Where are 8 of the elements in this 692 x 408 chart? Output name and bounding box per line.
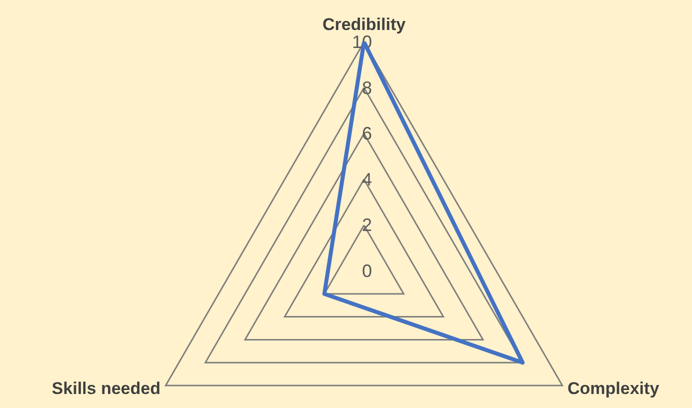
y-tick-label: 4: [362, 169, 372, 190]
spoke-label: Complexity: [568, 379, 660, 398]
y-tick-label: 6: [362, 124, 372, 144]
spoke-label: Skills needed: [52, 379, 160, 398]
y-tick-label: 8: [362, 78, 372, 98]
spoke-label: Credibility: [322, 15, 406, 34]
y-tick-label: 0: [362, 261, 372, 281]
y-tick-label: 2: [362, 215, 372, 236]
